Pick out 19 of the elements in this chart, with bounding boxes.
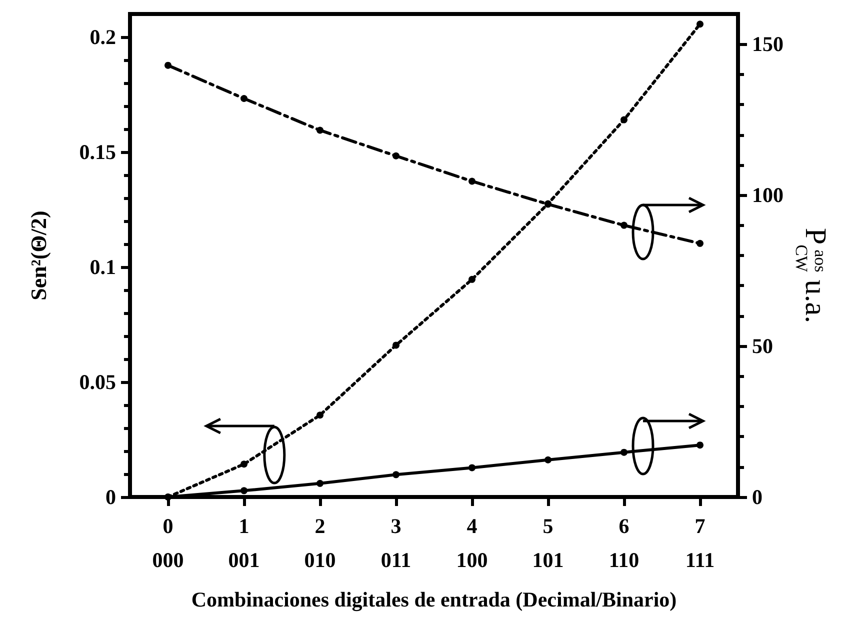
- y2-tick-label: 0: [752, 485, 762, 509]
- x-axis-title: Combinaciones digitales de entrada (Decimal/Binario): [191, 588, 677, 612]
- y-tick-label: 0.2: [90, 25, 116, 49]
- y-tick-label: 0: [106, 485, 116, 509]
- y2-tick-label: 150: [752, 32, 784, 56]
- x-tick-label: 1 001: [228, 514, 260, 572]
- x-tick-label: 0 000: [152, 514, 184, 572]
- x-tick-label: 7 111: [685, 514, 715, 572]
- y-tick-label: 0.1: [90, 255, 116, 279]
- x-tick-label: 2 010: [304, 514, 336, 572]
- y-tick-label: 0.15: [79, 140, 116, 164]
- x-tick-label: 6 110: [608, 514, 640, 572]
- y-tick-label: 0.05: [79, 370, 116, 394]
- x-tick-label: 5 101: [532, 514, 564, 572]
- y2-tick-label: 100: [752, 183, 784, 208]
- y2-tick-label: 50: [752, 334, 773, 358]
- y-axis-title: Sen²(Θ/2): [26, 210, 51, 300]
- x-tick-label: 4 100: [456, 514, 488, 572]
- x-tick-label: 3 011: [380, 514, 412, 572]
